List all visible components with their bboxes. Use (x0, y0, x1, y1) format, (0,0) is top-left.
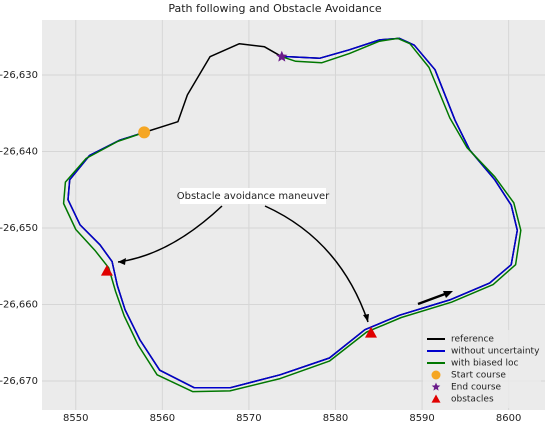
marker-circle (431, 370, 441, 380)
y-tick-label: -26,650 (0, 223, 38, 234)
legend-label: obstacles (451, 395, 494, 405)
x-tick-label: 8560 (150, 413, 175, 424)
x-tick-label: 8580 (323, 413, 348, 424)
legend-label: reference (451, 335, 494, 345)
lines (62, 37, 522, 393)
x-tick-label: 8590 (409, 413, 434, 424)
arrow-head (118, 258, 126, 265)
x-tick-label: 8600 (496, 413, 521, 424)
annotation-arrow (117, 205, 223, 263)
arrow-head (363, 314, 369, 322)
markers (100, 50, 377, 338)
legend: reference without uncertainty with biased … (423, 330, 541, 408)
series-line (62, 37, 522, 393)
annotation-arrow (264, 205, 369, 323)
annotation-box (180, 188, 326, 204)
annotation-text: Obstacle avoidance maneuver (177, 191, 330, 202)
marker-triangle (431, 394, 441, 403)
y-tick-label: -26,660 (0, 299, 38, 310)
marker-circle (138, 126, 151, 139)
legend-label: with biased loc (451, 359, 518, 369)
y-tick-label: -26,640 (0, 147, 38, 158)
annotation: Obstacle avoidance maneuver (117, 188, 453, 323)
y-tick-label: -26,630 (0, 70, 38, 81)
legend-label: End course (451, 383, 502, 393)
marker-star (431, 382, 441, 391)
marker-triangle (100, 264, 113, 276)
marker-star (276, 50, 288, 62)
x-tick-label: 8550 (63, 413, 88, 424)
legend-box (423, 330, 541, 408)
chart-title: Path following and Obstacle Avoidance (168, 2, 382, 15)
y-tick-label: -26,670 (0, 376, 38, 387)
arrow-head (443, 291, 453, 298)
legend-label: without uncertainty (451, 347, 540, 357)
direction-arrow (417, 292, 446, 306)
x-tick-label: 8570 (236, 413, 261, 424)
marker-triangle (364, 326, 377, 338)
legend-label: Start course (451, 371, 506, 381)
